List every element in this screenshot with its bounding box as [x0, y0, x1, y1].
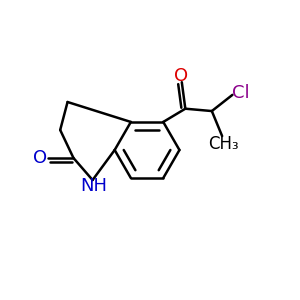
- Text: NH: NH: [81, 177, 108, 195]
- Text: Cl: Cl: [232, 84, 250, 102]
- Text: O: O: [174, 67, 188, 85]
- Text: CH₃: CH₃: [208, 135, 239, 153]
- Text: O: O: [33, 149, 47, 167]
